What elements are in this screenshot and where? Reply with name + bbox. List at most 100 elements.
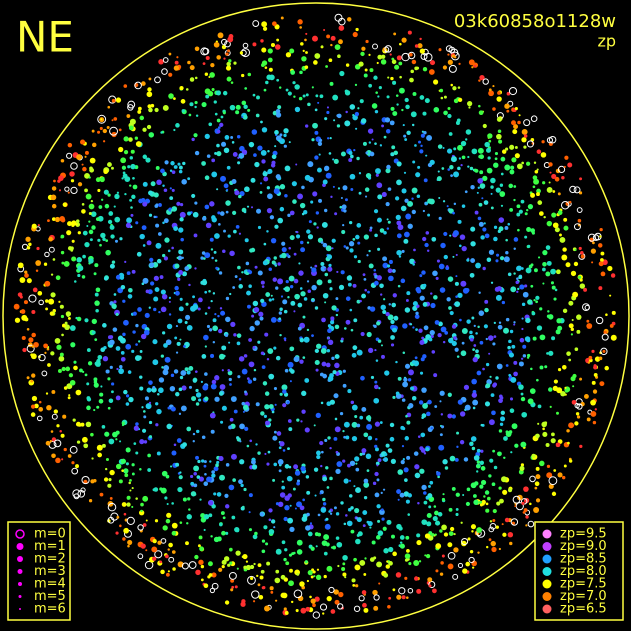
star <box>491 410 496 416</box>
star <box>507 531 514 538</box>
star <box>178 306 184 312</box>
star <box>145 403 152 410</box>
star <box>369 151 375 157</box>
star <box>497 91 501 95</box>
star <box>131 269 136 274</box>
star <box>322 497 326 502</box>
star <box>211 572 217 578</box>
star <box>164 237 170 243</box>
star <box>243 210 247 214</box>
star <box>72 489 82 498</box>
star <box>422 403 428 409</box>
star <box>142 244 146 247</box>
star <box>331 356 335 361</box>
star <box>542 267 546 272</box>
star <box>160 538 167 544</box>
star <box>439 287 446 293</box>
star <box>493 162 499 168</box>
star <box>478 110 484 116</box>
star <box>523 145 527 149</box>
star <box>241 401 246 406</box>
star <box>252 346 256 349</box>
star <box>326 565 333 572</box>
star <box>478 154 482 159</box>
legend-marker <box>542 604 552 614</box>
star <box>128 396 134 403</box>
star <box>295 234 301 239</box>
star <box>129 489 132 492</box>
star <box>361 590 367 595</box>
star <box>266 230 269 233</box>
star <box>168 300 171 303</box>
star <box>568 358 572 362</box>
star <box>277 139 281 142</box>
star <box>341 204 347 210</box>
star <box>274 145 277 148</box>
star <box>153 307 157 312</box>
star <box>204 372 208 376</box>
star <box>99 126 103 131</box>
star <box>527 203 534 210</box>
star <box>31 223 37 229</box>
star <box>123 527 129 534</box>
star <box>471 378 477 385</box>
star <box>447 168 451 171</box>
star <box>295 609 299 613</box>
star <box>216 118 221 123</box>
star <box>523 134 528 138</box>
star <box>243 354 248 358</box>
star <box>160 306 167 313</box>
star <box>59 352 64 357</box>
star <box>305 475 310 479</box>
star <box>105 249 111 256</box>
star <box>390 335 395 340</box>
star <box>277 459 284 465</box>
star <box>170 161 175 166</box>
star <box>498 429 503 433</box>
star <box>316 226 319 229</box>
star <box>248 493 253 498</box>
star <box>343 421 350 428</box>
star <box>447 551 456 560</box>
star <box>476 527 483 533</box>
star <box>261 586 265 590</box>
star <box>67 396 71 400</box>
star <box>204 133 210 140</box>
star <box>358 61 364 67</box>
star <box>465 138 468 141</box>
star <box>482 78 489 85</box>
star <box>597 243 603 248</box>
star <box>260 280 265 285</box>
legend-label: zp=7.0 <box>560 589 607 604</box>
star <box>568 459 573 463</box>
star <box>218 328 223 334</box>
star <box>548 181 551 184</box>
star <box>328 263 332 267</box>
star <box>67 316 71 320</box>
star <box>58 300 61 303</box>
star <box>185 314 191 320</box>
star <box>472 406 476 410</box>
star <box>161 68 168 75</box>
star <box>194 150 200 156</box>
star <box>248 511 251 514</box>
star <box>336 270 339 274</box>
star <box>335 536 340 540</box>
star <box>238 479 243 485</box>
star <box>192 432 196 436</box>
star <box>422 111 427 116</box>
star <box>478 104 481 108</box>
star <box>171 502 174 505</box>
star <box>195 388 199 393</box>
star <box>115 463 122 470</box>
star <box>450 83 454 87</box>
star <box>542 282 545 285</box>
star <box>501 300 506 305</box>
star <box>375 168 381 174</box>
star <box>537 256 541 259</box>
star <box>381 124 385 128</box>
star <box>253 368 257 372</box>
star <box>355 234 360 240</box>
star <box>25 236 31 242</box>
star <box>503 256 510 263</box>
